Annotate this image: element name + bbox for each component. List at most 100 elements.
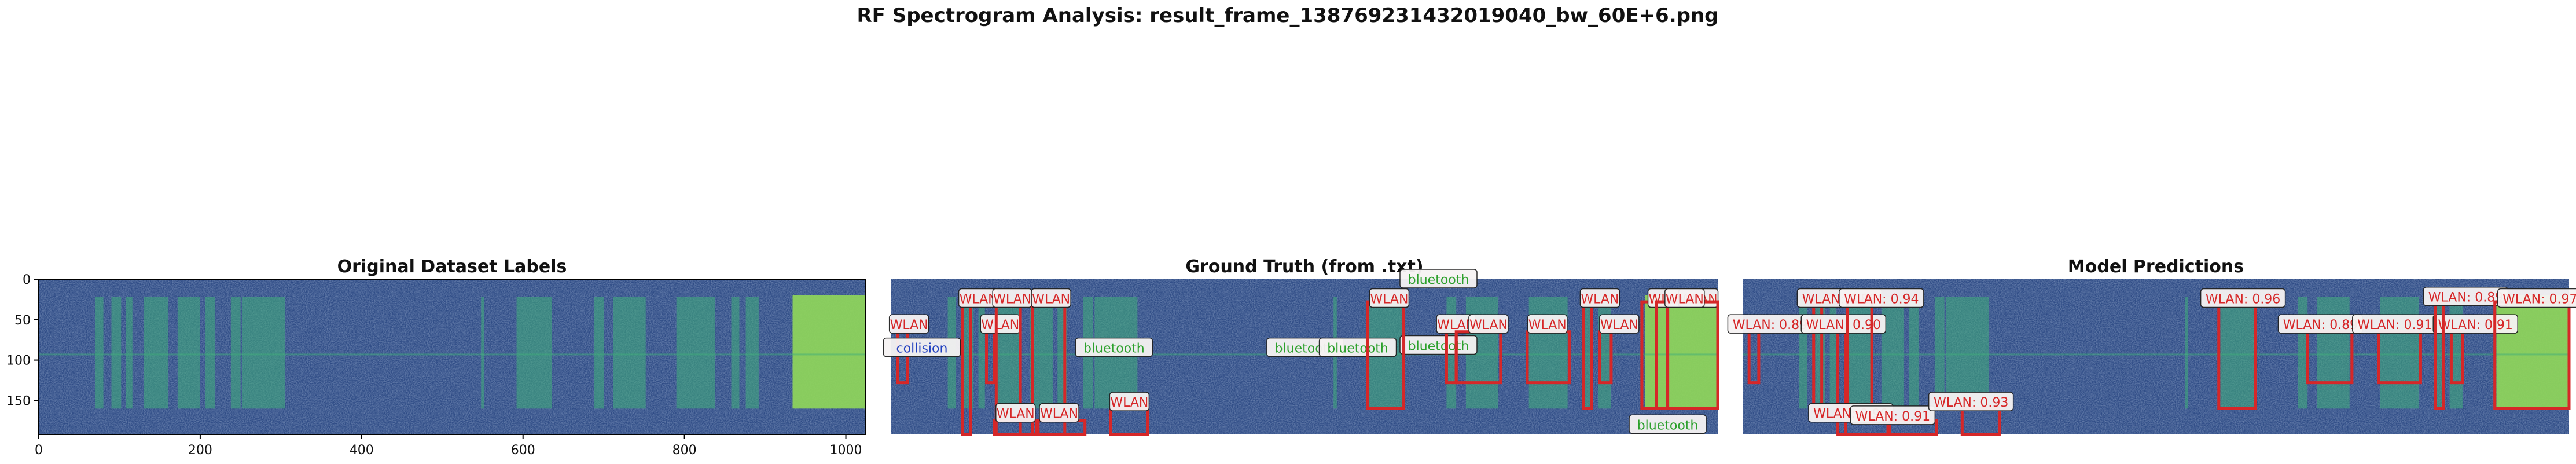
signal-band (95, 297, 104, 409)
x-tick-label: 600 (511, 443, 535, 458)
annotation-label: WLAN: 0.96 (2206, 293, 2280, 307)
label-box (1031, 288, 1071, 308)
annotation-label: WLAN: 0.93 (1934, 396, 2008, 410)
label-box (1629, 414, 1707, 434)
signal-band (111, 297, 122, 409)
signal-band (516, 297, 552, 409)
annotation-label: WLAN: 0.91 (2438, 318, 2513, 333)
annotation-label: WLAN: 0.89 (1733, 318, 1807, 333)
signal-band (745, 297, 759, 409)
label-box (1599, 314, 1640, 334)
annotation-label: WLAN (890, 318, 928, 333)
label-box (1928, 392, 2014, 411)
signal-line (1743, 353, 2569, 356)
signal-band (1909, 297, 1919, 409)
annotation-label: WLAN (1370, 293, 1408, 307)
signal-band (996, 297, 1021, 409)
annotation-label: bluetooth (1408, 339, 1469, 353)
annotation-label: collision (896, 342, 948, 356)
label-box (1664, 288, 1705, 308)
label-box (2497, 288, 2576, 308)
signal-band (1934, 297, 1945, 409)
annotation-label: WLAN: 0.90 (1806, 318, 1881, 333)
panel-title: Model Predictions (2068, 257, 2244, 277)
label-box (1800, 314, 1887, 334)
annotation-label: WLAN: 0.94 (1844, 293, 1919, 307)
signal-band (613, 297, 646, 409)
signal-band (1985, 297, 1989, 409)
label-box (2432, 314, 2518, 334)
signal-band (1528, 297, 1568, 409)
x-tick-label: 0 (35, 443, 43, 458)
signal-band (177, 297, 200, 409)
y-tick-label: 100 (6, 354, 31, 368)
label-box (1839, 288, 1924, 308)
signal-band (978, 297, 985, 409)
label-box (1369, 288, 1410, 308)
annotation-label: WLAN: 0.89 (2283, 318, 2358, 333)
annotation-label: WLAN: 0.97 (2502, 293, 2576, 307)
plot-frame (38, 279, 866, 435)
spectrogram-noise (39, 279, 865, 434)
label-box (888, 314, 929, 334)
panel-ground-truth: Ground Truth (from .txt) WLAN collision WLA… (883, 257, 1719, 436)
x-tick-label: 1000 (830, 443, 862, 458)
signal-band (1799, 297, 1807, 409)
annotation-label: WLAN (997, 407, 1035, 422)
signal-band (1946, 297, 1985, 409)
label-box (1318, 337, 1397, 357)
label-box (1109, 392, 1150, 411)
signal-band (205, 297, 215, 409)
label-box (1039, 403, 1079, 423)
signal-band (1847, 297, 1872, 409)
annotation-label: WLAN (1040, 407, 1078, 422)
panel-title: Ground Truth (from .txt) (1185, 257, 1423, 277)
signal-band (731, 297, 740, 409)
panel-title: Original Dataset Labels (337, 257, 567, 277)
y-tick-label: 50 (14, 313, 31, 328)
label-box (1579, 288, 1620, 308)
annotation-label: WLAN (993, 293, 1031, 307)
annotation-label: WLAN (1032, 293, 1070, 307)
signal-band (594, 297, 604, 409)
annotation-label: WLAN: 0.91 (2357, 318, 2432, 333)
annotation-label: bluetooth (1327, 342, 1388, 356)
signal-band (1829, 297, 1836, 409)
signal-band (230, 297, 241, 409)
annotation-label: bluetooth (1408, 273, 1469, 287)
label-box (995, 403, 1036, 423)
signal-band (792, 295, 865, 409)
annotation-label: WLAN (960, 293, 998, 307)
y-tick-label: 0 (23, 273, 31, 287)
y-tick-label: 150 (6, 394, 31, 408)
annotation-label: WLAN (1666, 293, 1704, 307)
label-box (1468, 314, 1509, 334)
signal-band (1815, 297, 1825, 409)
label-box (1399, 269, 1478, 288)
signal-band (242, 297, 281, 409)
label-box (1399, 335, 1478, 355)
x-tick-label: 200 (188, 443, 212, 458)
annotation-label: WLAN: 0.91 (1855, 410, 1930, 424)
signal-band (126, 297, 133, 409)
annotation-label: WLAN (1528, 318, 1567, 333)
signal-band (1881, 297, 1904, 409)
x-tick-label: 800 (673, 443, 697, 458)
signal-band (2317, 297, 2350, 409)
signal-band (2220, 297, 2256, 409)
annotation-label: WLAN (1600, 318, 1638, 333)
signal-band (144, 297, 168, 409)
signal-band (281, 297, 285, 409)
figure-title: RF Spectrogram Analysis: result_frame_13… (857, 4, 1718, 27)
label-box (1527, 314, 1568, 334)
annotation-label: WLAN (981, 318, 1019, 333)
label-box (883, 337, 961, 357)
signal-line (39, 353, 865, 356)
annotation-label: WLAN (1581, 293, 1619, 307)
label-box (1850, 405, 1936, 425)
signal-band (2496, 295, 2569, 409)
signal-band (1583, 297, 1592, 409)
